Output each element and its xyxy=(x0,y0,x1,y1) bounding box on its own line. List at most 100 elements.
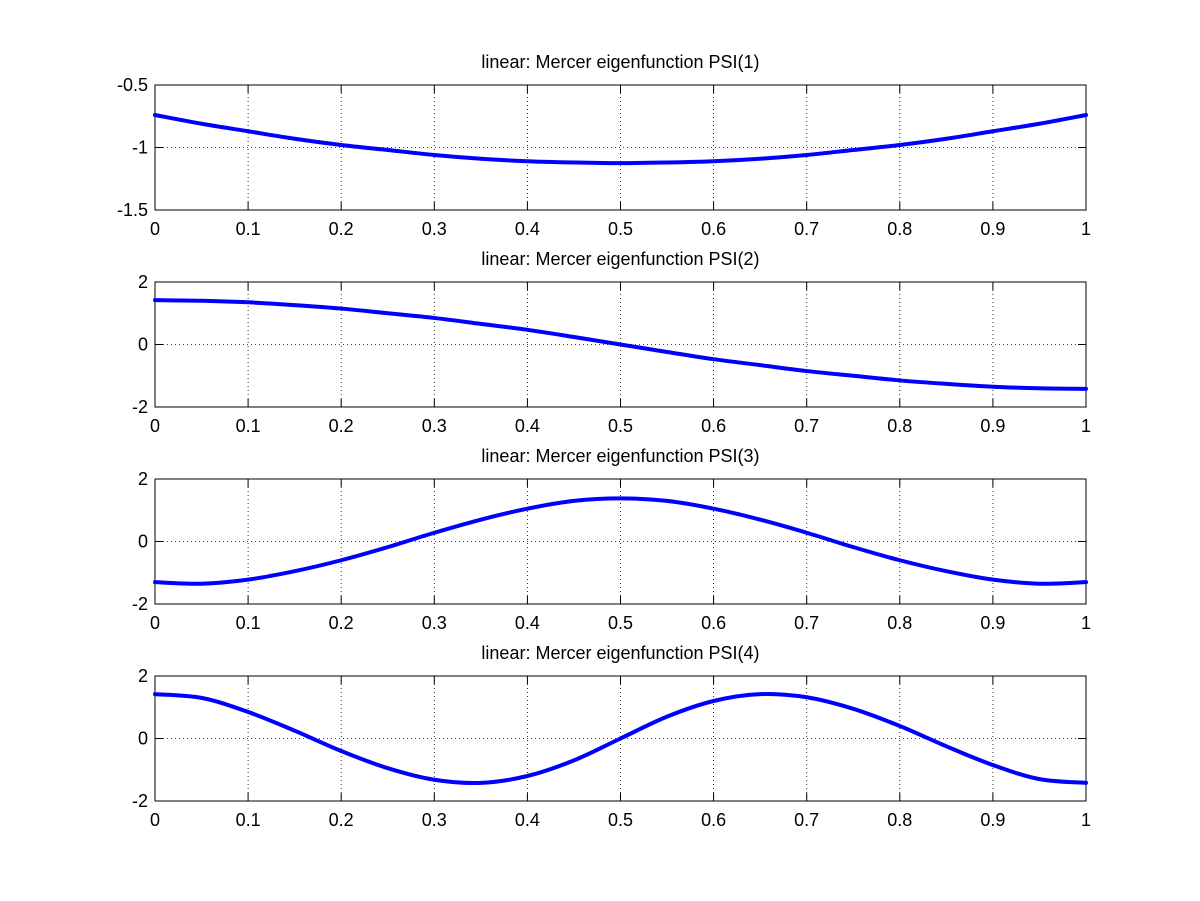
data-point xyxy=(154,581,157,584)
data-point xyxy=(1085,114,1088,117)
data-point xyxy=(293,137,296,140)
data-point xyxy=(852,374,855,377)
x-tick-label: 0.8 xyxy=(887,613,912,633)
x-tick-label: 0.3 xyxy=(422,613,447,633)
data-point xyxy=(386,546,389,549)
data-point xyxy=(945,570,948,573)
x-tick-label: 0.2 xyxy=(329,613,354,633)
x-tick-label: 0 xyxy=(150,219,160,239)
data-point xyxy=(247,130,250,133)
x-tick-label: 0.9 xyxy=(980,416,1005,436)
x-tick-label: 0.3 xyxy=(422,810,447,830)
x-tick-label: 0.8 xyxy=(887,416,912,436)
data-point xyxy=(340,750,343,753)
y-tick-label: 0 xyxy=(138,532,148,552)
data-point xyxy=(991,764,994,767)
x-tick-label: 0.2 xyxy=(329,416,354,436)
data-point xyxy=(479,157,482,160)
data-point xyxy=(898,559,901,562)
data-point xyxy=(1038,582,1041,585)
data-point xyxy=(619,343,622,346)
y-tick-label: 2 xyxy=(138,469,148,489)
data-point xyxy=(805,154,808,157)
x-tick-label: 0.4 xyxy=(515,613,540,633)
x-tick-label: 0.3 xyxy=(422,416,447,436)
y-tick-label: 2 xyxy=(138,272,148,292)
series-line-psi3 xyxy=(153,496,1088,586)
data-point xyxy=(479,518,482,521)
data-point xyxy=(945,745,948,748)
x-tick-label: 1 xyxy=(1081,416,1091,436)
data-point xyxy=(154,299,157,302)
subplot-title: linear: Mercer eigenfunction PSI(4) xyxy=(481,643,759,663)
x-tick-label: 0.7 xyxy=(794,219,819,239)
data-point xyxy=(572,336,575,339)
series-line-psi4 xyxy=(153,691,1088,786)
data-point xyxy=(898,725,901,728)
data-point xyxy=(945,137,948,140)
data-point xyxy=(572,499,575,502)
data-point xyxy=(852,546,855,549)
data-point xyxy=(666,715,669,718)
data-point xyxy=(433,154,436,157)
x-tick-label: 0.5 xyxy=(608,416,633,436)
data-point xyxy=(154,114,157,117)
x-tick-label: 0.7 xyxy=(794,810,819,830)
x-tick-label: 1 xyxy=(1081,613,1091,633)
data-point xyxy=(759,157,762,160)
x-tick-label: 0.3 xyxy=(422,219,447,239)
data-point xyxy=(200,696,203,699)
data-point xyxy=(433,531,436,534)
series-line-psi2 xyxy=(153,298,1088,391)
data-point xyxy=(293,570,296,573)
data-point xyxy=(991,385,994,388)
data-point xyxy=(619,497,622,500)
data-point xyxy=(386,149,389,152)
subplot-4: linear: Mercer eigenfunction PSI(4) 0 0.1 0… xyxy=(132,643,1091,830)
x-tick-label: 0.7 xyxy=(794,416,819,436)
data-point xyxy=(666,351,669,354)
x-tick-label: 0.1 xyxy=(236,416,261,436)
data-point xyxy=(852,149,855,152)
data-point xyxy=(1038,122,1041,125)
data-point xyxy=(666,161,669,164)
data-point xyxy=(1038,778,1041,781)
data-point xyxy=(852,707,855,710)
data-point xyxy=(619,162,622,165)
data-point xyxy=(247,710,250,713)
data-point xyxy=(945,382,948,385)
data-point xyxy=(340,559,343,562)
x-tick-label: 0.7 xyxy=(794,613,819,633)
data-point xyxy=(154,693,157,696)
y-tick-label: -2 xyxy=(132,594,148,614)
data-point xyxy=(386,767,389,770)
subplot-2: linear: Mercer eigenfunction PSI(2) 0 0.1 0… xyxy=(132,249,1091,436)
y-tick-label: 2 xyxy=(138,666,148,686)
y-tick-label: -2 xyxy=(132,791,148,811)
data-point xyxy=(572,759,575,762)
x-tick-label: 0.8 xyxy=(887,810,912,830)
data-point xyxy=(526,507,529,510)
subplot-3: linear: Mercer eigenfunction PSI(3) 0 0.1 0… xyxy=(132,446,1091,633)
data-point xyxy=(805,696,808,699)
data-point xyxy=(526,160,529,163)
data-point xyxy=(1085,387,1088,390)
x-tick-label: 0 xyxy=(150,613,160,633)
x-tick-label: 0.4 xyxy=(515,416,540,436)
data-point xyxy=(200,122,203,125)
subplot-title: linear: Mercer eigenfunction PSI(3) xyxy=(481,446,759,466)
data-point xyxy=(386,312,389,315)
x-tick-label: 0 xyxy=(150,810,160,830)
data-point xyxy=(759,364,762,367)
data-point xyxy=(247,301,250,304)
data-point xyxy=(712,160,715,163)
data-point xyxy=(991,130,994,133)
data-point xyxy=(805,370,808,373)
subplot-title: linear: Mercer eigenfunction PSI(1) xyxy=(481,52,759,72)
x-tick-label: 0.6 xyxy=(701,613,726,633)
x-tick-label: 0.4 xyxy=(515,810,540,830)
data-point xyxy=(666,499,669,502)
y-tick-label: -1.5 xyxy=(117,200,148,220)
data-point xyxy=(433,316,436,319)
